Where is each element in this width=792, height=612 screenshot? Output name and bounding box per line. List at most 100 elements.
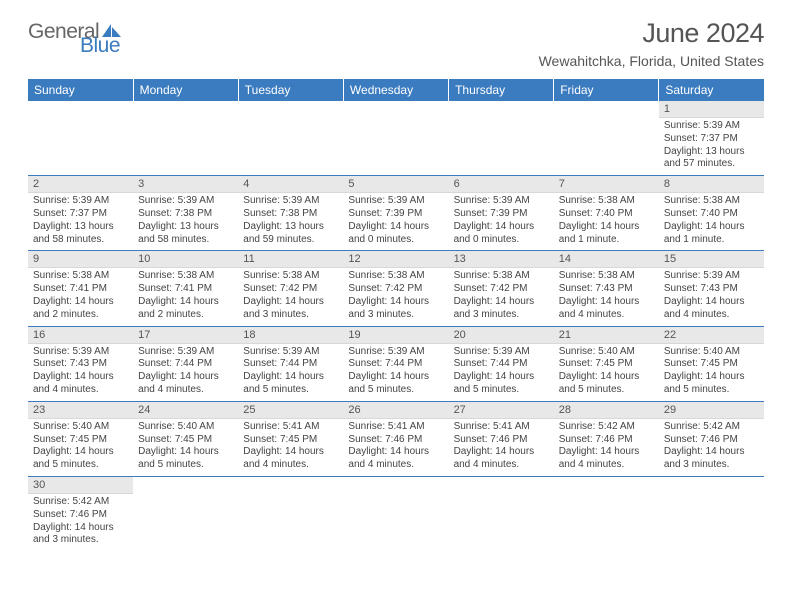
daylight-text: Daylight: 14 hours and 3 minutes. bbox=[454, 296, 549, 322]
cell-body: Sunrise: 5:38 AMSunset: 7:43 PMDaylight:… bbox=[554, 268, 659, 325]
day-number: 19 bbox=[343, 327, 448, 344]
day-number: 27 bbox=[449, 402, 554, 419]
cell-body: Sunrise: 5:38 AMSunset: 7:41 PMDaylight:… bbox=[28, 268, 133, 325]
day-number: 2 bbox=[28, 176, 133, 193]
cell-body: Sunrise: 5:39 AMSunset: 7:39 PMDaylight:… bbox=[343, 193, 448, 250]
calendar-cell: 24Sunrise: 5:40 AMSunset: 7:45 PMDayligh… bbox=[133, 401, 238, 476]
calendar-cell: 4Sunrise: 5:39 AMSunset: 7:38 PMDaylight… bbox=[238, 176, 343, 251]
calendar-cell: 16Sunrise: 5:39 AMSunset: 7:43 PMDayligh… bbox=[28, 326, 133, 401]
brand-logo: GeneralBlue bbox=[28, 18, 124, 56]
day-number: 8 bbox=[659, 176, 764, 193]
cell-body: Sunrise: 5:40 AMSunset: 7:45 PMDaylight:… bbox=[554, 344, 659, 401]
sunrise-text: Sunrise: 5:38 AM bbox=[33, 270, 128, 283]
calendar-cell: 17Sunrise: 5:39 AMSunset: 7:44 PMDayligh… bbox=[133, 326, 238, 401]
cell-body: Sunrise: 5:39 AMSunset: 7:44 PMDaylight:… bbox=[449, 344, 554, 401]
sunrise-text: Sunrise: 5:38 AM bbox=[348, 270, 443, 283]
calendar-cell bbox=[449, 476, 554, 551]
sunset-text: Sunset: 7:42 PM bbox=[454, 283, 549, 296]
daylight-text: Daylight: 14 hours and 4 minutes. bbox=[454, 446, 549, 472]
sunset-text: Sunset: 7:45 PM bbox=[664, 358, 759, 371]
cell-body: Sunrise: 5:42 AMSunset: 7:46 PMDaylight:… bbox=[554, 419, 659, 476]
calendar-cell: 14Sunrise: 5:38 AMSunset: 7:43 PMDayligh… bbox=[554, 251, 659, 326]
day-number: 16 bbox=[28, 327, 133, 344]
calendar-cell: 22Sunrise: 5:40 AMSunset: 7:45 PMDayligh… bbox=[659, 326, 764, 401]
calendar-cell: 10Sunrise: 5:38 AMSunset: 7:41 PMDayligh… bbox=[133, 251, 238, 326]
cell-body: Sunrise: 5:38 AMSunset: 7:40 PMDaylight:… bbox=[659, 193, 764, 250]
calendar-cell: 26Sunrise: 5:41 AMSunset: 7:46 PMDayligh… bbox=[343, 401, 448, 476]
daylight-text: Daylight: 14 hours and 1 minute. bbox=[664, 221, 759, 247]
sunset-text: Sunset: 7:46 PM bbox=[559, 434, 654, 447]
calendar-cell bbox=[28, 101, 133, 176]
daylight-text: Daylight: 14 hours and 1 minute. bbox=[559, 221, 654, 247]
sunset-text: Sunset: 7:44 PM bbox=[138, 358, 233, 371]
cell-body: Sunrise: 5:39 AMSunset: 7:37 PMDaylight:… bbox=[659, 118, 764, 175]
sunset-text: Sunset: 7:45 PM bbox=[138, 434, 233, 447]
sunrise-text: Sunrise: 5:40 AM bbox=[138, 421, 233, 434]
sunrise-text: Sunrise: 5:39 AM bbox=[243, 195, 338, 208]
daylight-text: Daylight: 14 hours and 5 minutes. bbox=[243, 371, 338, 397]
day-number: 29 bbox=[659, 402, 764, 419]
day-number: 12 bbox=[343, 251, 448, 268]
sunset-text: Sunset: 7:44 PM bbox=[348, 358, 443, 371]
sunrise-text: Sunrise: 5:42 AM bbox=[559, 421, 654, 434]
daylight-text: Daylight: 13 hours and 57 minutes. bbox=[664, 146, 759, 172]
day-number: 17 bbox=[133, 327, 238, 344]
day-number: 3 bbox=[133, 176, 238, 193]
day-number: 25 bbox=[238, 402, 343, 419]
sunrise-text: Sunrise: 5:41 AM bbox=[348, 421, 443, 434]
daylight-text: Daylight: 14 hours and 2 minutes. bbox=[33, 296, 128, 322]
calendar-header-row: SundayMondayTuesdayWednesdayThursdayFrid… bbox=[28, 79, 764, 101]
daylight-text: Daylight: 14 hours and 5 minutes. bbox=[454, 371, 549, 397]
sunrise-text: Sunrise: 5:40 AM bbox=[559, 346, 654, 359]
day-header: Wednesday bbox=[343, 79, 448, 101]
sunset-text: Sunset: 7:46 PM bbox=[454, 434, 549, 447]
daylight-text: Daylight: 14 hours and 0 minutes. bbox=[454, 221, 549, 247]
calendar-cell bbox=[449, 101, 554, 176]
calendar-cell: 13Sunrise: 5:38 AMSunset: 7:42 PMDayligh… bbox=[449, 251, 554, 326]
cell-body: Sunrise: 5:40 AMSunset: 7:45 PMDaylight:… bbox=[659, 344, 764, 401]
daylight-text: Daylight: 14 hours and 4 minutes. bbox=[559, 296, 654, 322]
sunset-text: Sunset: 7:46 PM bbox=[664, 434, 759, 447]
sunset-text: Sunset: 7:41 PM bbox=[138, 283, 233, 296]
cell-body: Sunrise: 5:41 AMSunset: 7:46 PMDaylight:… bbox=[343, 419, 448, 476]
sunrise-text: Sunrise: 5:39 AM bbox=[454, 195, 549, 208]
day-number: 5 bbox=[343, 176, 448, 193]
sunrise-text: Sunrise: 5:41 AM bbox=[243, 421, 338, 434]
sunrise-text: Sunrise: 5:38 AM bbox=[243, 270, 338, 283]
daylight-text: Daylight: 13 hours and 58 minutes. bbox=[33, 221, 128, 247]
sunset-text: Sunset: 7:43 PM bbox=[33, 358, 128, 371]
calendar-cell: 12Sunrise: 5:38 AMSunset: 7:42 PMDayligh… bbox=[343, 251, 448, 326]
cell-body: Sunrise: 5:39 AMSunset: 7:37 PMDaylight:… bbox=[28, 193, 133, 250]
day-number: 26 bbox=[343, 402, 448, 419]
title-block: June 2024 Wewahitchka, Florida, United S… bbox=[539, 18, 764, 69]
cell-body: Sunrise: 5:39 AMSunset: 7:44 PMDaylight:… bbox=[343, 344, 448, 401]
day-number: 20 bbox=[449, 327, 554, 344]
calendar-body: 1Sunrise: 5:39 AMSunset: 7:37 PMDaylight… bbox=[28, 101, 764, 551]
daylight-text: Daylight: 14 hours and 5 minutes. bbox=[664, 371, 759, 397]
sunrise-text: Sunrise: 5:39 AM bbox=[348, 346, 443, 359]
month-title: June 2024 bbox=[539, 18, 764, 49]
daylight-text: Daylight: 14 hours and 5 minutes. bbox=[138, 446, 233, 472]
calendar-table: SundayMondayTuesdayWednesdayThursdayFrid… bbox=[28, 79, 764, 551]
sunrise-text: Sunrise: 5:40 AM bbox=[664, 346, 759, 359]
calendar-cell: 29Sunrise: 5:42 AMSunset: 7:46 PMDayligh… bbox=[659, 401, 764, 476]
day-number: 24 bbox=[133, 402, 238, 419]
cell-body: Sunrise: 5:39 AMSunset: 7:39 PMDaylight:… bbox=[449, 193, 554, 250]
sunrise-text: Sunrise: 5:39 AM bbox=[664, 120, 759, 133]
daylight-text: Daylight: 14 hours and 5 minutes. bbox=[348, 371, 443, 397]
calendar-cell: 15Sunrise: 5:39 AMSunset: 7:43 PMDayligh… bbox=[659, 251, 764, 326]
sunset-text: Sunset: 7:38 PM bbox=[138, 208, 233, 221]
day-number: 11 bbox=[238, 251, 343, 268]
sunrise-text: Sunrise: 5:38 AM bbox=[559, 195, 654, 208]
day-number: 21 bbox=[554, 327, 659, 344]
day-header: Sunday bbox=[28, 79, 133, 101]
daylight-text: Daylight: 14 hours and 4 minutes. bbox=[348, 446, 443, 472]
calendar-cell: 19Sunrise: 5:39 AMSunset: 7:44 PMDayligh… bbox=[343, 326, 448, 401]
daylight-text: Daylight: 14 hours and 4 minutes. bbox=[33, 371, 128, 397]
cell-body: Sunrise: 5:39 AMSunset: 7:44 PMDaylight:… bbox=[133, 344, 238, 401]
calendar-cell: 28Sunrise: 5:42 AMSunset: 7:46 PMDayligh… bbox=[554, 401, 659, 476]
daylight-text: Daylight: 14 hours and 0 minutes. bbox=[348, 221, 443, 247]
daylight-text: Daylight: 14 hours and 5 minutes. bbox=[33, 446, 128, 472]
daylight-text: Daylight: 14 hours and 4 minutes. bbox=[664, 296, 759, 322]
cell-body: Sunrise: 5:40 AMSunset: 7:45 PMDaylight:… bbox=[133, 419, 238, 476]
